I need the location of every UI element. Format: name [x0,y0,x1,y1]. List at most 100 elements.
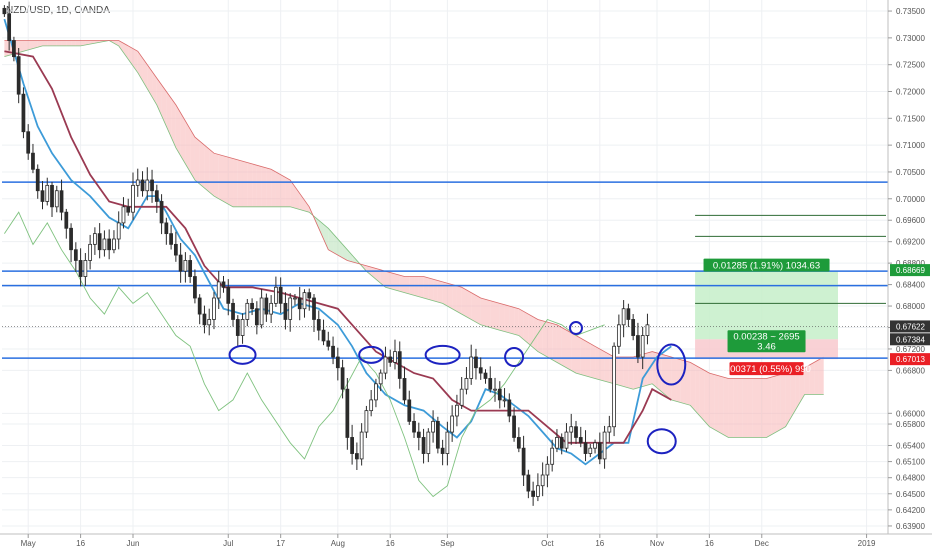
cloud-segment [428,277,434,301]
price-axis[interactable]: 0.73500 0.73000 0.72500 0.72000 0.71500 0.710… [887,0,930,534]
cloud-segment [399,275,405,293]
candle-body [126,206,131,213]
candle-body [331,345,335,358]
candle-body [335,356,340,369]
x-tick-label: Sep [440,539,455,548]
target-label: 0.01285 (1.91%) 1034.63 [713,261,820,272]
y-tick-label: 0.68000 [896,302,925,311]
candle-body [212,297,216,320]
cloud-segment [547,322,553,360]
x-tick-label: May [21,539,36,548]
candle-body [478,367,483,374]
y-tick-label: 0.65100 [896,458,925,467]
candle-body [197,297,202,315]
cloud-segment [23,40,29,52]
cloud-segment [623,357,629,388]
candle-body [69,227,73,251]
candle-body [340,367,345,390]
cloud-segment [528,314,534,348]
candle-body [121,206,126,224]
cloud-segment [556,324,562,366]
candle-body [431,420,435,433]
cloud-segment [509,306,515,335]
candle-body [369,399,374,412]
y-tick-label: 0.68800 [896,259,925,268]
candle-body [107,238,112,251]
cloud-segment [175,104,181,156]
cloud-segment [118,40,124,53]
position-labels: 0.01285 (1.91%) 1034.63 0.00238 ~ 26953.4… [703,258,830,376]
cloud-segment [780,373,786,430]
candle-body [240,319,245,336]
cloud-segment [299,193,305,211]
candle-body [545,463,550,476]
cloud-segment [580,338,586,376]
candle-body [259,297,264,326]
cloud-segment [275,171,281,207]
y-tick-label: 0.72500 [896,61,925,70]
cloud-segment [599,348,605,382]
candle-body [588,447,593,454]
cloud-segment [385,271,391,289]
x-tick-label: 16 [595,539,604,548]
cloud-segment [633,355,638,390]
candle-body [293,297,297,300]
candle-body [97,233,102,251]
y-tick-label: 0.64800 [896,474,925,483]
candle-body [193,276,197,299]
candle-body [159,201,164,224]
cloud-segment [690,362,696,411]
candle-body [597,442,602,460]
candle-body [112,238,116,251]
candlesticks [2,1,650,506]
candle-body [321,329,326,342]
candle-body [183,260,188,272]
kijun-line [4,50,672,444]
cloud-segment [213,153,219,199]
cloud-segment [337,239,343,258]
cloud-segment [552,323,557,363]
x-tick-label: Aug [331,539,345,548]
x-tick-label: Nov [650,539,664,548]
cloud-segment [71,40,76,46]
cloud-segment [323,224,329,250]
candle-body [231,302,235,320]
candle-body [497,388,502,401]
cloud-segment [533,316,538,352]
candle-body [226,286,231,304]
cloud-segment [190,129,195,180]
candle-body [45,184,50,202]
candle-body [283,302,288,320]
cloud-segment [347,249,353,262]
candle-body [26,131,31,154]
cloud-segment [132,48,138,73]
cloud-segment [456,285,462,315]
candle-body [426,431,431,454]
cloud-segment [761,378,767,438]
senkou-span-b [4,40,824,379]
cloud-segment [666,355,672,400]
candle-body [636,335,640,358]
cloud-segment [661,354,667,396]
candle-body [383,356,388,374]
x-tick-label: Dec [755,539,769,548]
price-badge-bg [890,264,930,277]
candle-body [440,447,445,454]
cloud-segment [742,378,748,438]
candle-body [445,431,450,454]
cloud-segment [471,292,476,323]
cloud-segment [480,298,486,327]
candle-body [245,302,250,320]
senkou-span-a [4,40,824,438]
cloud-segment [566,330,572,371]
cloud-segment [56,40,62,46]
cloud-segment [142,57,148,89]
cloud-segment [637,354,643,388]
time-axis[interactable]: May 16 Jun Jul 17 Aug 16 Sep Oct 16 Nov 16 Dec 2019 [0,533,932,548]
annotation-ellipse [656,343,687,386]
cloud-segment [137,51,143,81]
target-label-bg [703,258,830,272]
candle-body [502,399,507,402]
cloud-segment [523,311,529,344]
